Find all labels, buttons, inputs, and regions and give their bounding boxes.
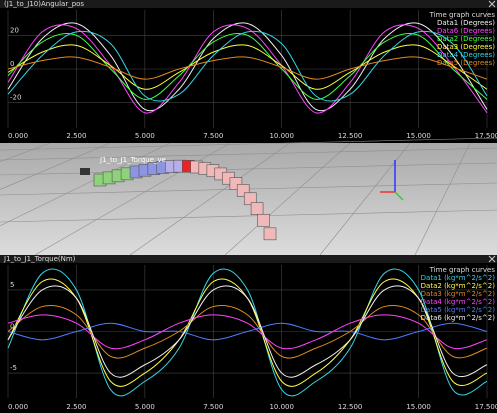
legend-entry: Data2 (kg*m^2/s^2) xyxy=(421,282,496,290)
x-tick-label: 7.500 xyxy=(203,132,223,140)
x-tick-label: 15.000 xyxy=(406,403,431,411)
x-tick-label: 2.500 xyxy=(66,403,86,411)
x-tick-label: 17.500 xyxy=(475,132,497,140)
legend-title: Time graph curves xyxy=(429,11,496,19)
x-tick-label: 12.500 xyxy=(338,403,363,411)
x-tick-label: 5.000 xyxy=(135,132,155,140)
legend-entry: Data6 (kg*m^2/s^2) xyxy=(421,314,496,322)
top-panel xyxy=(0,0,497,143)
robot-module xyxy=(264,228,276,240)
legend-title: Time graph curves xyxy=(429,266,496,274)
x-tick-label: 12.500 xyxy=(338,132,363,140)
x-tick-label: 0.000 xyxy=(8,132,28,140)
legend-entry: Data1 (Degrees) xyxy=(437,19,495,27)
legend-entry: Data5 (Degrees) xyxy=(437,59,495,67)
x-tick-label: 15.000 xyxy=(406,132,431,140)
legend-entry: Data4 (Degrees) xyxy=(437,51,495,59)
legend-entry: Data1 (kg*m^2/s^2) xyxy=(421,274,496,282)
y-tick-label: -20 xyxy=(10,94,21,102)
legend-entry: Data3 (Degrees) xyxy=(437,43,495,51)
robot-module xyxy=(251,203,263,215)
robot-module xyxy=(258,214,270,226)
x-tick-label: 2.500 xyxy=(66,132,86,140)
x-tick-label: 17.500 xyxy=(475,403,497,411)
x-tick-label: 7.500 xyxy=(203,403,223,411)
y-tick-label: 5 xyxy=(10,281,14,289)
x-tick-label: 10.000 xyxy=(269,132,294,140)
bottom-title: J1_to_J1_Torque(Nm) xyxy=(3,255,76,263)
small-object xyxy=(80,168,90,175)
y-tick-label: -5 xyxy=(10,364,17,372)
x-tick-label: 5.000 xyxy=(135,403,155,411)
y-tick-label: 20 xyxy=(10,26,19,34)
top-title: (J1_to_J10)Angular_pos xyxy=(4,0,84,8)
legend-entry: Data3 (kg*m^2/s^2) xyxy=(421,290,496,298)
viewport-label: J1_to_J1_Torque_ve xyxy=(99,156,166,164)
legend-entry: Data6 (Degrees) xyxy=(437,27,495,35)
y-tick-label: 0 xyxy=(10,60,14,68)
screen: (J1_to_J10)Angular_pos J1_to_J1_Torque_v… xyxy=(0,0,497,413)
x-tick-label: 10.000 xyxy=(269,403,294,411)
legend-entry: Data2 (Degrees) xyxy=(437,35,495,43)
x-tick-label: 0.000 xyxy=(8,403,28,411)
legend-entry: Data5 (kg*m^2/s^2) xyxy=(421,306,496,314)
legend-entry: Data4 (kg*m^2/s^2) xyxy=(421,298,496,306)
